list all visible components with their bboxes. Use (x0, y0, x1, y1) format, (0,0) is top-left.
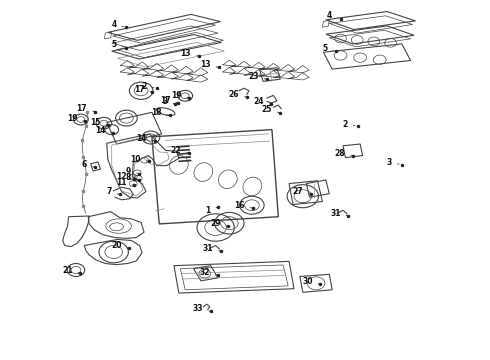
Text: 2: 2 (142, 82, 154, 91)
Text: 13: 13 (181, 49, 199, 58)
Text: 21: 21 (62, 266, 80, 275)
Text: 19: 19 (171, 91, 189, 100)
Text: 18: 18 (151, 108, 170, 117)
Text: 5: 5 (322, 44, 333, 53)
Text: 24: 24 (253, 97, 271, 106)
Text: 11: 11 (116, 179, 134, 188)
Text: 32: 32 (199, 269, 218, 277)
Text: 20: 20 (111, 241, 129, 250)
Text: 5: 5 (112, 40, 123, 49)
Text: 2: 2 (343, 120, 355, 129)
Text: 13: 13 (200, 60, 219, 69)
Text: 14: 14 (137, 134, 155, 143)
Text: 3: 3 (387, 158, 399, 167)
Text: 7: 7 (106, 187, 120, 196)
Text: 26: 26 (229, 90, 247, 99)
Text: 4: 4 (111, 20, 123, 29)
Text: 33: 33 (193, 305, 211, 313)
Text: 29: 29 (210, 220, 228, 229)
Text: 17: 17 (76, 104, 95, 113)
Text: 17: 17 (134, 85, 152, 94)
Text: 31: 31 (330, 209, 348, 217)
Text: 8: 8 (126, 173, 139, 182)
Text: 12: 12 (116, 172, 134, 181)
Text: 25: 25 (262, 105, 280, 114)
Text: 14: 14 (95, 126, 113, 135)
Text: 6: 6 (82, 161, 95, 170)
Text: 28: 28 (335, 149, 353, 158)
Text: 1: 1 (205, 206, 218, 215)
Text: 19: 19 (67, 114, 85, 123)
Text: 23: 23 (248, 72, 267, 81)
Text: 31: 31 (203, 244, 221, 253)
Text: 27: 27 (292, 187, 311, 196)
Text: 30: 30 (302, 277, 320, 286)
Text: 10: 10 (131, 155, 149, 163)
Text: 17: 17 (160, 96, 178, 105)
Text: 4: 4 (327, 11, 338, 20)
Text: 22: 22 (171, 146, 189, 155)
Text: 15: 15 (90, 118, 108, 127)
Text: 9: 9 (126, 167, 139, 176)
Text: 3: 3 (162, 97, 175, 106)
Text: 16: 16 (235, 201, 253, 210)
